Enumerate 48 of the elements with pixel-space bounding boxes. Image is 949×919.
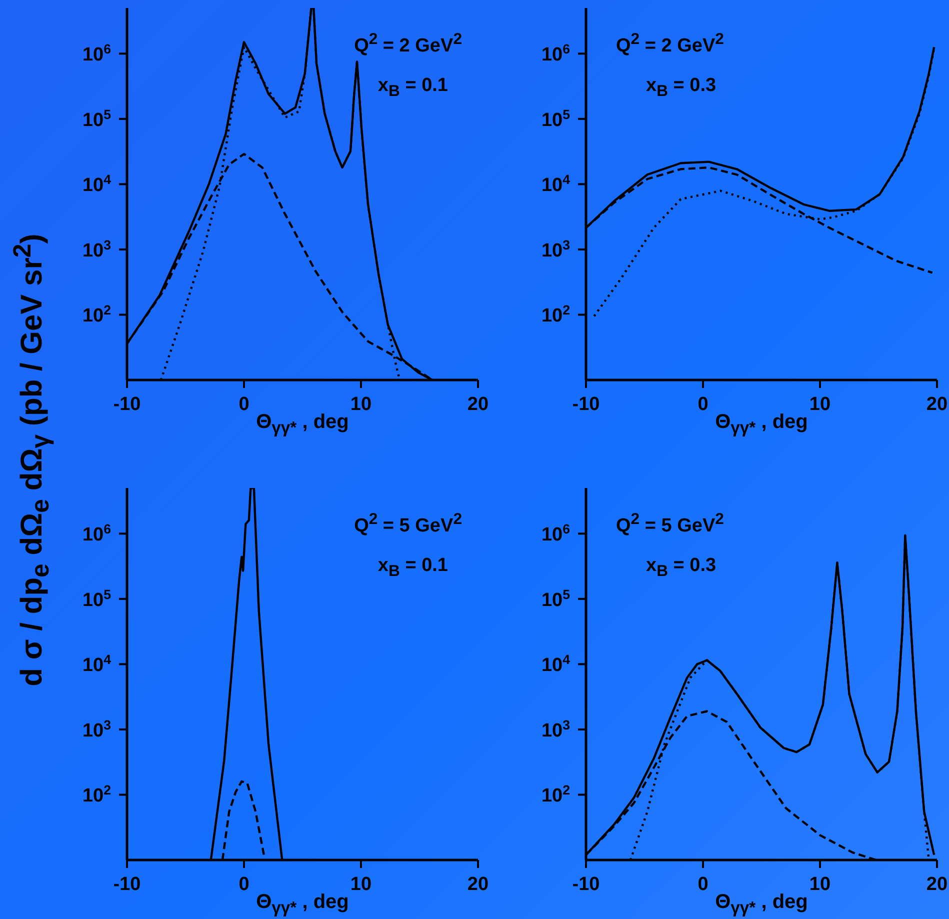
y-tick-label: 10$^{4}$ xyxy=(541,172,571,196)
y-tick-label: 10$^{6}$ xyxy=(82,41,111,66)
annotation: x$_{B}$ = 0.3 xyxy=(645,554,718,582)
y-tick-label: 10$^{3}$ xyxy=(82,236,111,262)
x-tick-label: 20 xyxy=(467,394,489,415)
x-axis-title: Θ$_{γγ*}$ , deg xyxy=(715,411,808,437)
annotation: x$_{B}$ = 0.1 xyxy=(376,554,449,582)
x-tick-label: -10 xyxy=(113,874,141,895)
x-tick-label: 10 xyxy=(809,394,831,415)
x-tick-label: -10 xyxy=(572,874,600,895)
x-axis-title: Θ$_{γγ*}$ , deg xyxy=(715,891,808,917)
y-tick-label: 10$^{4}$ xyxy=(82,652,112,676)
x-tick-label: 10 xyxy=(809,874,831,895)
y-tick-label: 10$^{5}$ xyxy=(82,106,112,131)
y-tick-label: 10$^{2}$ xyxy=(82,782,111,807)
annotation: Q$^{2}$ = 5 GeV$^{2}$ xyxy=(354,510,462,538)
y-tick-label: 10$^{3}$ xyxy=(541,716,570,742)
y-tick-label: 10$^{5}$ xyxy=(541,586,571,611)
x-tick-label: 20 xyxy=(926,874,948,895)
y-tick-label: 10$^{4}$ xyxy=(82,172,112,196)
x-tick-label: 0 xyxy=(238,874,250,895)
x-axis-title: Θ$_{γγ*}$ , deg xyxy=(256,891,349,917)
y-tick-label: 10$^{6}$ xyxy=(541,41,570,66)
y-tick-label: 10$^{6}$ xyxy=(82,521,111,546)
x-tick-label: 10 xyxy=(350,394,372,415)
y-tick-label: 10$^{6}$ xyxy=(541,521,570,546)
x-axis-title: Θ$_{γγ*}$ , deg xyxy=(256,411,349,437)
y-tick-label: 10$^{3}$ xyxy=(82,716,111,742)
y-tick-label: 10$^{3}$ xyxy=(541,236,570,262)
annotation: Q$^{2}$ = 2 GeV$^{2}$ xyxy=(354,30,462,58)
annotation: x$_{B}$ = 0.3 xyxy=(645,74,718,102)
x-tick-label: 0 xyxy=(238,394,250,415)
y-tick-label: 10$^{2}$ xyxy=(541,302,570,327)
x-tick-label: -10 xyxy=(113,394,141,415)
annotation: Q$^{2}$ = 2 GeV$^{2}$ xyxy=(616,30,724,58)
y-tick-label: 10$^{5}$ xyxy=(82,586,112,611)
y-tick-label: 10$^{5}$ xyxy=(541,106,571,131)
x-tick-label: 0 xyxy=(698,394,708,415)
annotation: x$_{B}$ = 0.1 xyxy=(376,74,449,102)
x-tick-label: 0 xyxy=(698,874,708,895)
x-tick-label: 20 xyxy=(926,394,948,415)
y-tick-label: 10$^{2}$ xyxy=(82,302,111,327)
x-tick-label: 20 xyxy=(467,874,489,895)
y-tick-label: 10$^{2}$ xyxy=(541,782,570,807)
y-tick-label: 10$^{4}$ xyxy=(541,652,571,676)
x-tick-label: -10 xyxy=(572,394,600,415)
annotation: Q$^{2}$ = 5 GeV$^{2}$ xyxy=(616,510,724,538)
x-tick-label: 10 xyxy=(350,874,372,895)
